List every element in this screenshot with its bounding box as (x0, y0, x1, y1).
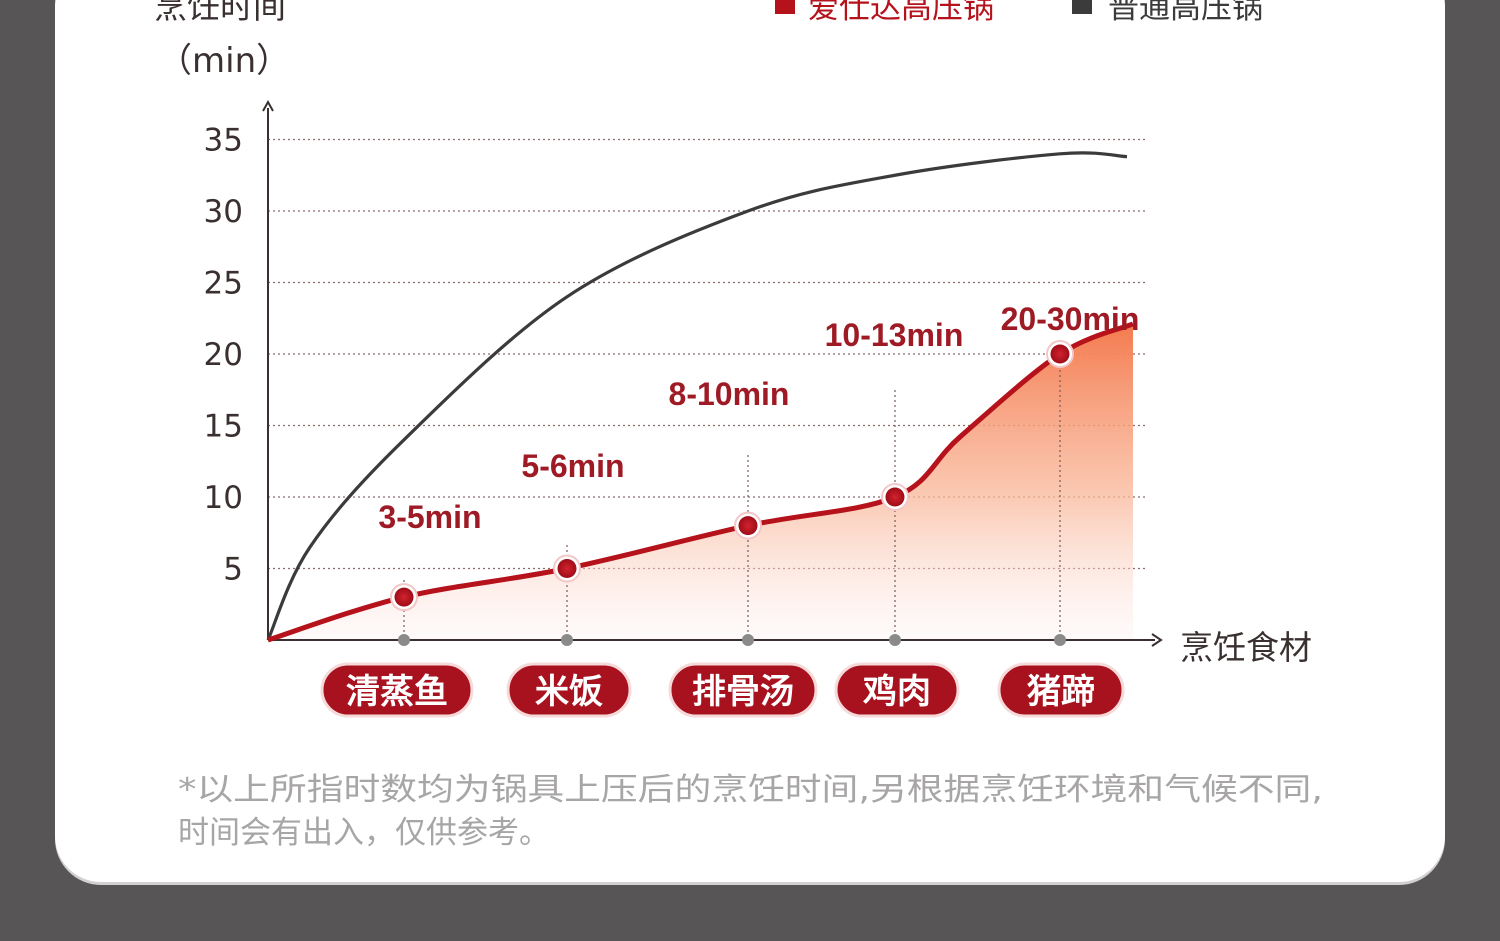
chart-card (55, 0, 1445, 882)
y-tick-label-30: 30 (204, 194, 243, 230)
range-label-2: 8-10min (669, 376, 790, 412)
data-point-3 (885, 487, 905, 507)
data-labels: 3-5min 5-6min 8-10min 10-13min 20-30min (378, 301, 1139, 535)
asd-area-fill (268, 323, 1133, 640)
category-pill-0 (320, 662, 474, 718)
normal-series-line (266, 151, 1128, 641)
y-tick-label-35: 35 (204, 123, 243, 159)
range-label-4: 20-30min (1001, 301, 1140, 337)
range-label-3: 10-13min (825, 317, 964, 353)
y-tick-label-5: 5 (223, 552, 243, 588)
y-tick-label-15: 15 (204, 409, 243, 445)
range-label-0: 3-5min (378, 499, 481, 535)
legend-swatch-asd (775, 0, 795, 14)
y-tick-label-25: 25 (204, 266, 243, 302)
category-pill-1 (506, 662, 632, 718)
data-point-2 (738, 516, 758, 536)
y-axis-unit: （min） (158, 41, 290, 81)
category-label-2: 排骨汤 (692, 672, 794, 712)
x-tick-dot-1 (561, 634, 573, 646)
category-label-3: 鸡肉 (863, 672, 931, 712)
range-label-1: 5-6min (521, 448, 624, 484)
legend-label-asd: 爱仕达高压锅 (808, 0, 994, 26)
category-pill-2 (668, 662, 818, 718)
data-point-1 (557, 559, 577, 578)
y-axis-arrow (262, 99, 274, 112)
category-label-1: 米饭 (535, 672, 603, 712)
y-tick-label-20: 20 (204, 337, 243, 373)
data-point-0 (394, 587, 414, 607)
x-axis-title: 烹饪食材 (1180, 628, 1312, 667)
legend-label-normal: 普通高压锅 (1108, 0, 1263, 26)
x-axis-arrow (1151, 633, 1163, 647)
x-tick-dot-4 (1054, 634, 1066, 646)
x-tick-dot-2 (742, 634, 754, 646)
footnote-line-1: *以上所指时数均为锅具上压后的烹饪时间,另根据烹饪环境和气候不同, (178, 772, 1323, 808)
legend-swatch-normal (1072, 0, 1092, 14)
y-tick-label-10: 10 (204, 480, 243, 516)
x-tick-dot-3 (889, 634, 901, 646)
category-label-4: 猪蹄 (1027, 672, 1095, 712)
category-pill-4 (997, 662, 1125, 718)
x-tick-dot-0 (398, 634, 410, 646)
category-pill-3 (834, 662, 960, 718)
y-axis-title: 烹饪时间 (154, 0, 286, 26)
data-points (390, 340, 1074, 646)
category-pills: 清蒸鱼 米饭 排骨汤 鸡肉 猪蹄 (320, 662, 1125, 718)
category-label-0: 清蒸鱼 (346, 672, 448, 712)
data-point-4 (1050, 344, 1070, 364)
footnote-line-2: 时间会有出入，仅供参考。 (178, 815, 550, 851)
y-tick-labels: 5 10 15 20 25 30 35 (204, 123, 243, 588)
